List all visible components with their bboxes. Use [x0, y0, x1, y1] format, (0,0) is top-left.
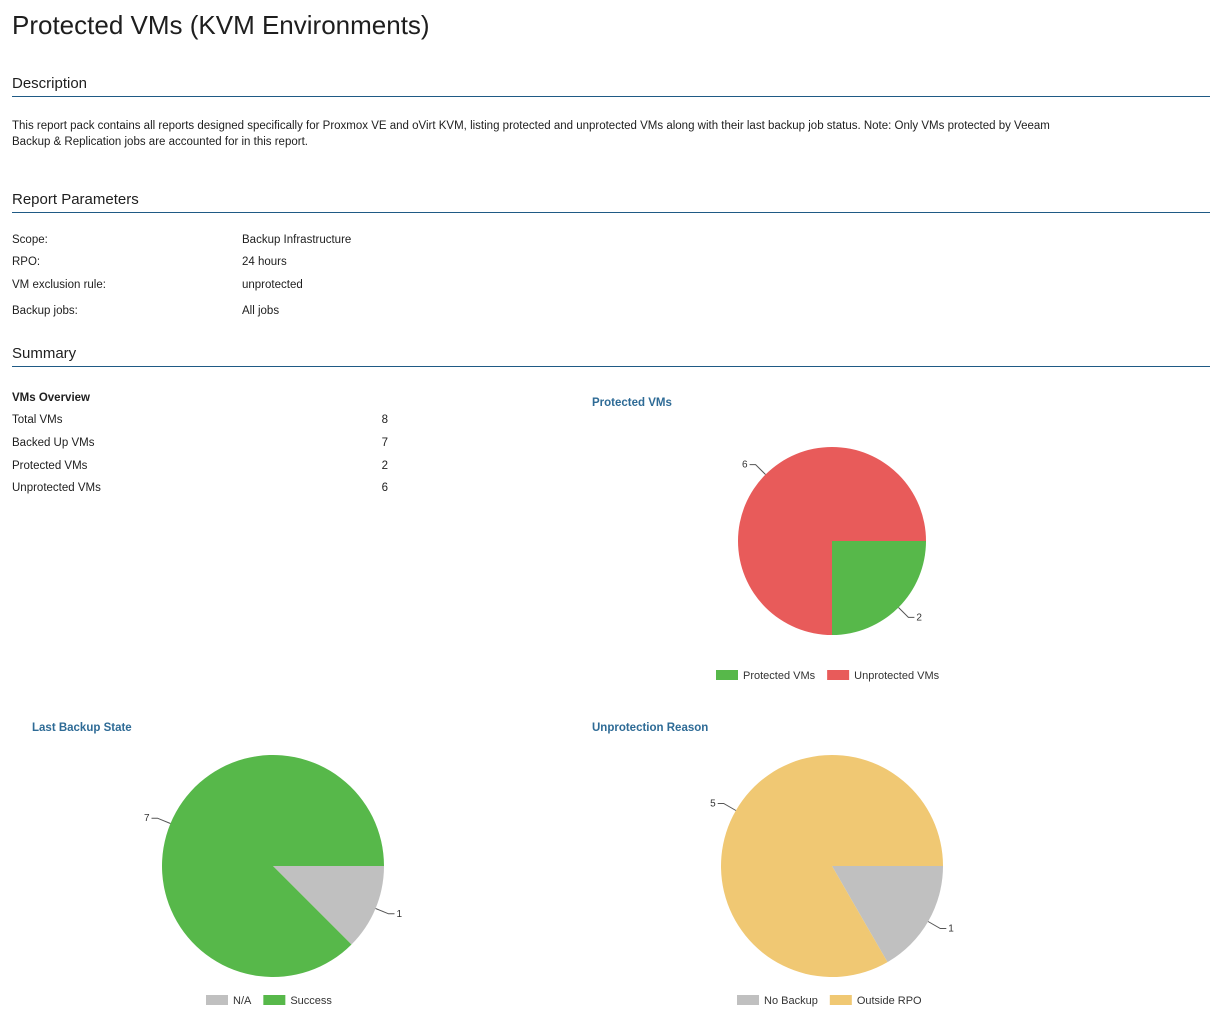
- last-backup-state-pie-chart: 1 7 N/A Success: [144, 755, 403, 1007]
- param-value-exclusion-rule: unprotected: [242, 279, 303, 291]
- data-label-unprotected-vms: 6: [742, 460, 748, 471]
- description-divider: [12, 96, 1210, 97]
- legend-label-no-backup: No Backup: [764, 995, 818, 1007]
- param-value-rpo: 24 hours: [242, 256, 287, 268]
- leader-line-unprotected-vms: [749, 464, 766, 475]
- description-heading: Description: [12, 75, 88, 92]
- leader-line-protected-vms: [898, 607, 915, 618]
- legend-swatch-success: [263, 995, 286, 1005]
- summary-divider: [12, 366, 1210, 367]
- param-value-backup-jobs: All jobs: [242, 305, 280, 317]
- overview-value-total-vms: 8: [381, 414, 388, 426]
- legend-swatch-n-a: [206, 995, 228, 1005]
- chart-title-unprotection-reason: Unprotection Reason: [592, 722, 709, 734]
- param-label-rpo: RPO:: [12, 256, 41, 268]
- data-label-n-a: 1: [397, 909, 403, 920]
- legend-swatch-protected-vms: [716, 670, 738, 680]
- pie-slice-success: [162, 755, 384, 978]
- protected-vms-pie-chart: 2 6 Protected VMs Unprotected VMs: [716, 447, 940, 682]
- page-title: Protected VMs (KVM Environments): [12, 10, 430, 40]
- legend-swatch-no-backup: [737, 995, 759, 1005]
- data-label-outside-rpo: 5: [710, 799, 716, 810]
- param-label-backup-jobs: Backup jobs:: [12, 305, 78, 317]
- legend-label-protected-vms: Protected VMs: [743, 670, 816, 682]
- leader-line-outside-rpo: [717, 803, 737, 811]
- overview-value-protected-vms: 2: [381, 460, 388, 472]
- pie-slice-unprotected-vms: [738, 447, 926, 635]
- data-label-no-backup: 1: [948, 924, 954, 935]
- legend-label-success: Success: [290, 995, 332, 1007]
- param-label-exclusion-rule: VM exclusion rule:: [12, 279, 106, 291]
- overview-label-protected-vms: Protected VMs: [12, 460, 88, 472]
- overview-value-backed-up-vms: 7: [381, 437, 388, 449]
- pie-slice-outside-rpo: [721, 755, 943, 978]
- data-label-protected-vms: 2: [916, 612, 922, 623]
- param-value-scope: Backup Infrastructure: [242, 234, 352, 246]
- overview-label-unprotected-vms: Unprotected VMs: [12, 482, 101, 494]
- overview-value-unprotected-vms: 6: [381, 482, 388, 494]
- overview-label-total-vms: Total VMs: [12, 414, 63, 426]
- leader-line-n-a: [375, 908, 395, 915]
- legend-label-unprotected-vms: Unprotected VMs: [854, 670, 939, 682]
- leader-line-success: [151, 817, 171, 824]
- description-text: This report pack contains all reports de…: [12, 120, 1050, 148]
- data-label-success: 7: [144, 813, 150, 824]
- report-parameters-heading: Report Parameters: [12, 191, 139, 208]
- report-parameters-divider: [12, 212, 1210, 213]
- pie-slice-no-backup: [832, 866, 943, 963]
- pie-slice-n-a: [273, 866, 384, 945]
- overview-label-backed-up-vms: Backed Up VMs: [12, 437, 95, 449]
- param-label-scope: Scope:: [12, 234, 48, 246]
- legend-label-outside-rpo: Outside RPO: [857, 995, 922, 1007]
- chart-title-protected-vms: Protected VMs: [592, 397, 672, 409]
- vms-overview-title: VMs Overview: [12, 392, 90, 404]
- leader-line-no-backup: [927, 921, 947, 929]
- legend-label-n-a: N/A: [233, 995, 252, 1007]
- chart-title-last-backup-state: Last Backup State: [32, 722, 132, 734]
- pie-slice-protected-vms: [832, 541, 926, 635]
- summary-heading: Summary: [12, 345, 77, 362]
- unprotection-reason-pie-chart: 1 5 No Backup Outside RPO: [710, 755, 954, 1007]
- legend-swatch-unprotected-vms: [827, 670, 850, 680]
- legend-swatch-outside-rpo: [829, 995, 852, 1005]
